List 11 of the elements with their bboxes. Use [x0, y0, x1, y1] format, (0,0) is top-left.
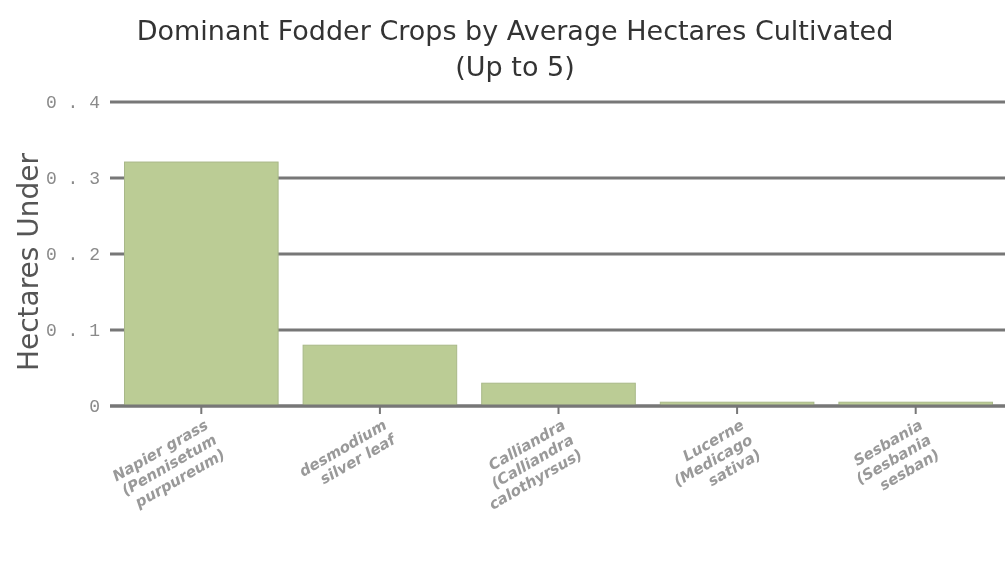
- bar: [302, 344, 458, 407]
- y-tick-label: 0 . 3: [45, 169, 100, 189]
- y-tick-label: 0: [89, 397, 100, 417]
- bar: [481, 382, 636, 407]
- bar: [124, 161, 279, 407]
- chart-subtitle: (Up to 5): [455, 51, 575, 82]
- y-tick-label: 0 . 4: [45, 93, 100, 113]
- y-axis-title: Hectares Under: [12, 152, 45, 372]
- y-tick-label: 0 . 2: [45, 245, 100, 265]
- chart-title: Dominant Fodder Crops by Average Hectares Cultivated: [136, 15, 894, 46]
- y-tick-label: 0 . 1: [45, 321, 100, 341]
